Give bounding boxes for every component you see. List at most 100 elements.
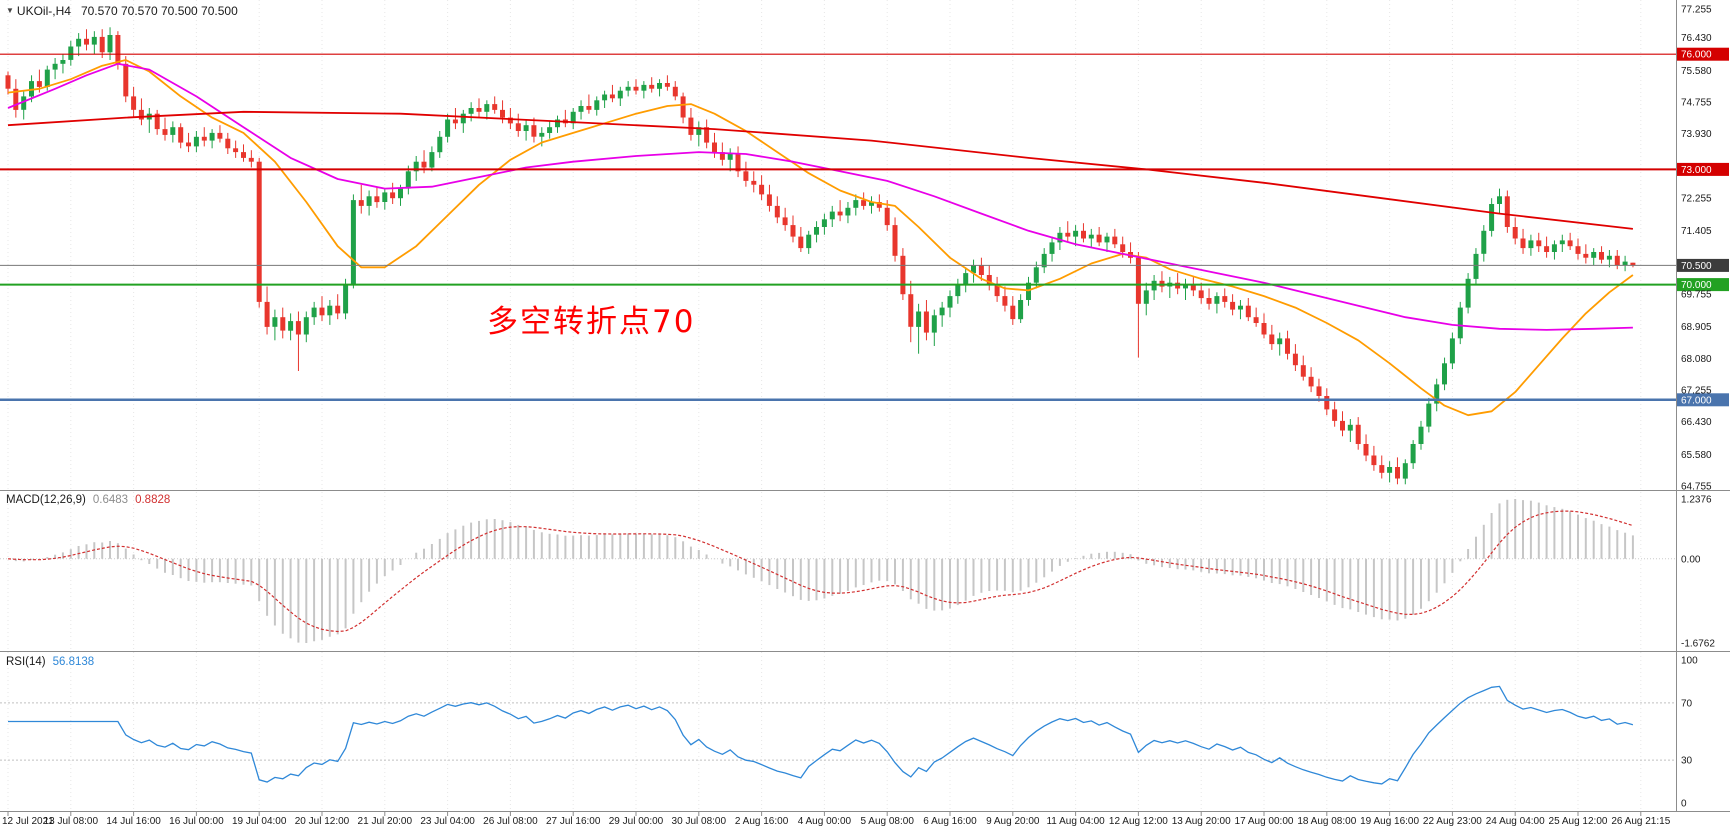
candle-body bbox=[186, 142, 191, 147]
candle-body bbox=[382, 192, 388, 202]
chart-header: ▼ UKOil-,H4 70.570 70.570 70.500 70.500 bbox=[6, 4, 238, 18]
candle-body bbox=[625, 86, 631, 91]
price-axis-label: 75.580 bbox=[1681, 66, 1712, 77]
candle-body bbox=[1575, 246, 1581, 254]
candle-body bbox=[696, 127, 702, 135]
candle-body bbox=[1551, 244, 1557, 252]
price-axis-label: 68.080 bbox=[1681, 354, 1712, 365]
candle-body bbox=[735, 154, 741, 172]
candle-body bbox=[609, 94, 615, 99]
candle-body bbox=[547, 127, 553, 133]
time-axis-label: 19 Jul 04:00 bbox=[232, 816, 287, 827]
price-tag-label: 67.000 bbox=[1681, 395, 1712, 406]
candle-body bbox=[1308, 376, 1314, 387]
candle-body bbox=[1387, 467, 1393, 473]
time-axis-label: 16 Jul 00:00 bbox=[169, 816, 224, 827]
candle-body bbox=[288, 321, 294, 331]
candle-body bbox=[507, 117, 513, 124]
candle-body bbox=[319, 307, 325, 316]
time-axis-label: 9 Aug 20:00 bbox=[986, 816, 1040, 827]
candle-body bbox=[1426, 403, 1432, 427]
candle-body bbox=[1026, 282, 1031, 300]
candle-body bbox=[727, 154, 733, 160]
candle-body bbox=[1261, 323, 1267, 335]
candle-body bbox=[76, 38, 82, 47]
candle-body bbox=[366, 196, 372, 206]
time-axis-label: 6 Aug 16:00 bbox=[923, 816, 977, 827]
candle-body bbox=[641, 84, 647, 91]
candle-body bbox=[225, 138, 231, 149]
candle-body bbox=[712, 142, 717, 153]
candle-body bbox=[1183, 284, 1188, 289]
rsi-axis-label: 70 bbox=[1681, 698, 1693, 709]
candle-body bbox=[1536, 240, 1542, 247]
candle-body bbox=[837, 211, 843, 216]
price-axis-label: 76.430 bbox=[1681, 33, 1712, 44]
price-tag bbox=[1677, 278, 1729, 292]
annotation-text: 多空转折点70 bbox=[487, 304, 696, 340]
time-axis-label: 22 Aug 23:00 bbox=[1423, 816, 1482, 827]
candle-body bbox=[876, 202, 882, 208]
candle-body bbox=[1559, 240, 1565, 245]
time-axis-label: 26 Jul 08:00 bbox=[483, 816, 538, 827]
candle-body bbox=[955, 284, 961, 297]
candle-body bbox=[91, 36, 97, 45]
candle-body bbox=[1143, 290, 1149, 304]
candle-body bbox=[963, 273, 969, 285]
candle-body bbox=[429, 152, 435, 168]
candle-body bbox=[1300, 365, 1306, 377]
price-axis-label: 68.905 bbox=[1681, 322, 1712, 333]
candle-body bbox=[201, 136, 207, 141]
candle-body bbox=[1049, 242, 1055, 254]
time-axis-label: 30 Jul 08:00 bbox=[672, 816, 727, 827]
price-axis-label: 72.255 bbox=[1681, 194, 1712, 205]
candle-body bbox=[680, 96, 686, 118]
candle-body bbox=[295, 321, 301, 335]
candle-body bbox=[1363, 444, 1369, 456]
time-axis-label: 23 Jul 04:00 bbox=[420, 816, 475, 827]
candle-body bbox=[1088, 234, 1094, 239]
symbol-title: UKOil-,H4 bbox=[16, 4, 71, 18]
macd-signal-value: 0.8828 bbox=[135, 494, 171, 506]
candle-body bbox=[1033, 267, 1039, 283]
rsi-line bbox=[8, 685, 1634, 785]
macd-main-value: 0.6483 bbox=[92, 494, 129, 506]
candle-body bbox=[350, 200, 356, 285]
candle-body bbox=[1622, 261, 1628, 266]
candle-body bbox=[531, 125, 537, 137]
candle-body bbox=[1371, 455, 1377, 466]
candle-body bbox=[484, 104, 490, 112]
candle-body bbox=[602, 94, 608, 101]
candle-body bbox=[1402, 463, 1408, 479]
time-axis-label: 20 Jul 12:00 bbox=[295, 816, 350, 827]
candle-body bbox=[123, 63, 129, 97]
candle-body bbox=[162, 129, 168, 135]
time-axis-label: 11 Aug 04:00 bbox=[1046, 816, 1105, 827]
candle-body bbox=[649, 84, 655, 89]
candle-body bbox=[1214, 296, 1220, 304]
candle-body bbox=[1410, 444, 1416, 464]
candle-body bbox=[29, 81, 34, 97]
time-axis-label: 13 Jul 08:00 bbox=[44, 816, 99, 827]
candle-body bbox=[586, 106, 592, 110]
candle-body bbox=[1057, 232, 1063, 243]
candle-body bbox=[1198, 290, 1204, 299]
candle-body bbox=[1449, 338, 1455, 364]
candle-body bbox=[1630, 262, 1636, 266]
candle-body bbox=[978, 265, 984, 275]
ma-fast-orange bbox=[7, 59, 1634, 417]
candle-body bbox=[468, 108, 474, 114]
candle-body bbox=[657, 83, 662, 89]
candle-body bbox=[578, 106, 584, 112]
candle-body bbox=[1245, 305, 1251, 318]
candle-body bbox=[1238, 305, 1243, 310]
candle-body bbox=[460, 113, 466, 124]
candle-body bbox=[766, 194, 772, 206]
candle-body bbox=[523, 125, 529, 131]
candle-body bbox=[154, 113, 160, 130]
candle-body bbox=[884, 207, 890, 226]
candle-body bbox=[1614, 255, 1620, 266]
rsi-axis-label: 0 bbox=[1681, 799, 1687, 810]
